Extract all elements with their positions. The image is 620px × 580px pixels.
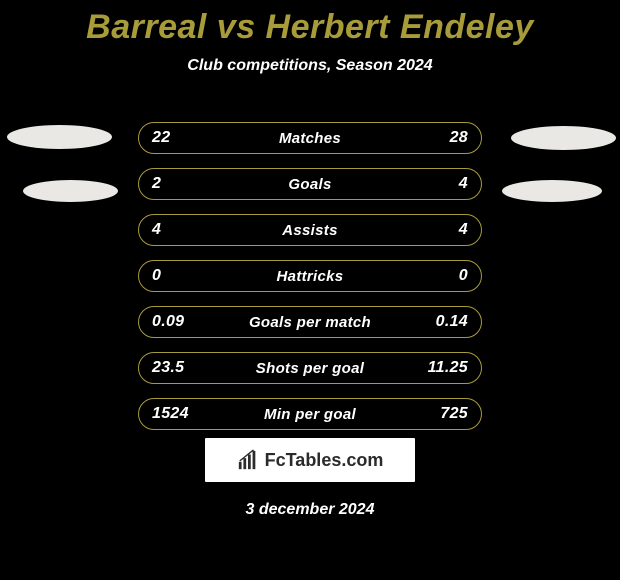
stat-left-value: 23.5 (152, 359, 207, 377)
stat-right-value: 11.25 (413, 359, 468, 377)
stat-right-value: 28 (413, 129, 468, 147)
stat-label: Assists (207, 222, 413, 239)
stat-row-shots-per-goal: 23.5 Shots per goal 11.25 (138, 352, 482, 384)
stat-row-hattricks: 0 Hattricks 0 (138, 260, 482, 292)
stat-label: Goals (207, 176, 413, 193)
date-label: 3 december 2024 (0, 501, 620, 519)
stat-right-value: 725 (413, 405, 468, 423)
stat-left-value: 1524 (152, 405, 207, 423)
avatar-placeholder-right-bottom (502, 180, 602, 202)
subtitle: Club competitions, Season 2024 (0, 57, 620, 75)
stat-row-min-per-goal: 1524 Min per goal 725 (138, 398, 482, 430)
stats-container: 22 Matches 28 2 Goals 4 4 Assists 4 0 Ha… (138, 122, 482, 444)
stat-label: Hattricks (207, 268, 413, 285)
stat-left-value: 2 (152, 175, 207, 193)
stat-row-matches: 22 Matches 28 (138, 122, 482, 154)
avatar-placeholder-left-top (7, 125, 112, 149)
stat-right-value: 0.14 (413, 313, 468, 331)
bar-chart-icon (237, 449, 259, 471)
stat-right-value: 0 (413, 267, 468, 285)
stat-label: Matches (207, 130, 413, 147)
stat-right-value: 4 (413, 175, 468, 193)
stat-left-value: 0.09 (152, 313, 207, 331)
stat-label: Min per goal (207, 406, 413, 423)
stat-row-goals: 2 Goals 4 (138, 168, 482, 200)
stat-label: Goals per match (207, 314, 413, 331)
stat-right-value: 4 (413, 221, 468, 239)
avatar-placeholder-right-top (511, 126, 616, 150)
stat-left-value: 22 (152, 129, 207, 147)
stat-label: Shots per goal (207, 360, 413, 377)
page-title: Barreal vs Herbert Endeley (0, 0, 620, 47)
stat-row-assists: 4 Assists 4 (138, 214, 482, 246)
badge-text: FcTables.com (265, 450, 384, 471)
fctables-badge[interactable]: FcTables.com (205, 438, 415, 482)
avatar-placeholder-left-bottom (23, 180, 118, 202)
stat-row-goals-per-match: 0.09 Goals per match 0.14 (138, 306, 482, 338)
stat-left-value: 0 (152, 267, 207, 285)
stat-left-value: 4 (152, 221, 207, 239)
